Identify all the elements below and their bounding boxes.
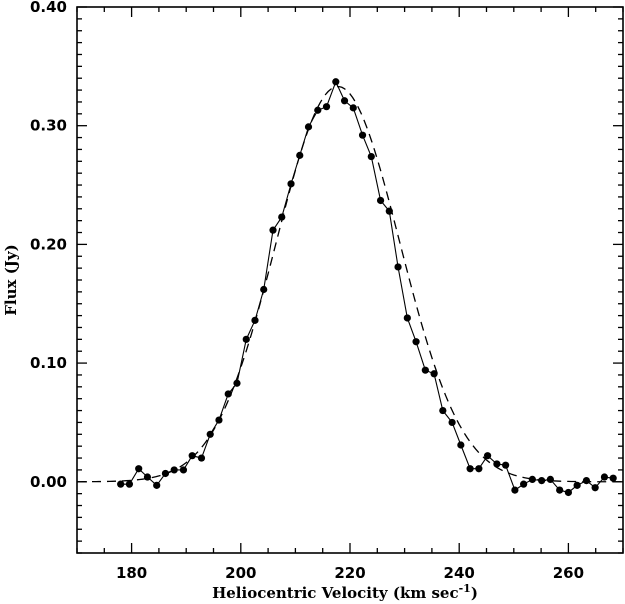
data-point [600, 473, 609, 481]
x-tick-label: 220 [334, 564, 365, 582]
gaussian-fit-line [76, 85, 623, 483]
data-point [609, 474, 617, 482]
data-point [322, 103, 331, 111]
data-points [117, 78, 617, 497]
data-point [358, 131, 367, 139]
data-point [511, 486, 519, 494]
x-tick-label: 260 [553, 564, 584, 582]
data-point [528, 475, 536, 484]
data-point [188, 452, 196, 460]
data-point [349, 104, 357, 112]
data-point [430, 370, 438, 378]
data-point [161, 469, 170, 478]
data-point [439, 406, 447, 415]
data-point [403, 314, 411, 322]
y-axis-ticks [77, 6, 623, 554]
data-point [546, 475, 554, 484]
data-point [269, 226, 277, 234]
x-tick-label: 180 [116, 564, 147, 582]
y-axis-title: Flux (Jy) [2, 244, 20, 315]
data-point [287, 180, 295, 188]
data-point [296, 151, 304, 159]
data-point [520, 480, 528, 488]
data-point [421, 366, 429, 374]
data-point [564, 488, 573, 497]
data-point [573, 481, 581, 489]
data-point [304, 123, 313, 131]
data-point [206, 430, 214, 438]
x-tick-label: 240 [444, 564, 475, 582]
data-point [340, 97, 349, 105]
data-point [367, 152, 375, 161]
x-axis-ticks [76, 7, 624, 553]
data-point [412, 338, 420, 346]
x-axis-tick-labels: 180 200 220 240 260 [116, 564, 584, 582]
data-point [314, 106, 322, 114]
data-point [502, 461, 510, 469]
data-point [385, 207, 393, 215]
y-tick-label: 0.40 [30, 0, 67, 16]
data-point [448, 418, 456, 427]
x-axis-title-main: Heliocentric Velocity (km sec [212, 584, 459, 602]
data-point [332, 78, 340, 86]
data-point [582, 476, 591, 485]
y-axis-tick-labels: 0.00 0.10 0.20 0.30 0.40 [30, 0, 67, 491]
y-tick-label: 0.00 [30, 473, 67, 491]
data-point [483, 452, 492, 460]
data-point [179, 466, 188, 474]
data-point [170, 466, 178, 474]
data-point [233, 379, 241, 387]
data-point [197, 454, 206, 462]
data-point [215, 416, 223, 424]
x-tick-label: 200 [225, 564, 256, 582]
data-point [242, 335, 250, 343]
y-tick-label: 0.30 [30, 117, 67, 135]
data-point [143, 473, 152, 481]
y-tick-label: 0.10 [30, 354, 67, 372]
data-point [153, 481, 161, 489]
data-point [376, 196, 385, 205]
data-point [278, 213, 286, 221]
data-point [556, 486, 564, 494]
y-tick-label: 0.20 [30, 235, 67, 253]
data-point [466, 465, 474, 473]
data-point [591, 484, 599, 492]
x-axis-title: Heliocentric Velocity (km sec-1) [212, 582, 478, 602]
data-point [251, 316, 259, 324]
data-point [135, 465, 143, 473]
data-point [493, 460, 501, 468]
data-point [125, 480, 134, 488]
x-axis-title-superscript: -1 [459, 582, 471, 595]
data-point [260, 285, 268, 294]
data-series-line [120, 80, 614, 494]
data-point [224, 390, 232, 398]
x-axis-title-close: ) [471, 584, 478, 602]
data-point [457, 441, 465, 449]
data-point [394, 263, 402, 271]
data-point [117, 480, 125, 488]
plot-frame [76, 6, 624, 554]
data-point [475, 465, 483, 473]
data-point [538, 476, 546, 485]
